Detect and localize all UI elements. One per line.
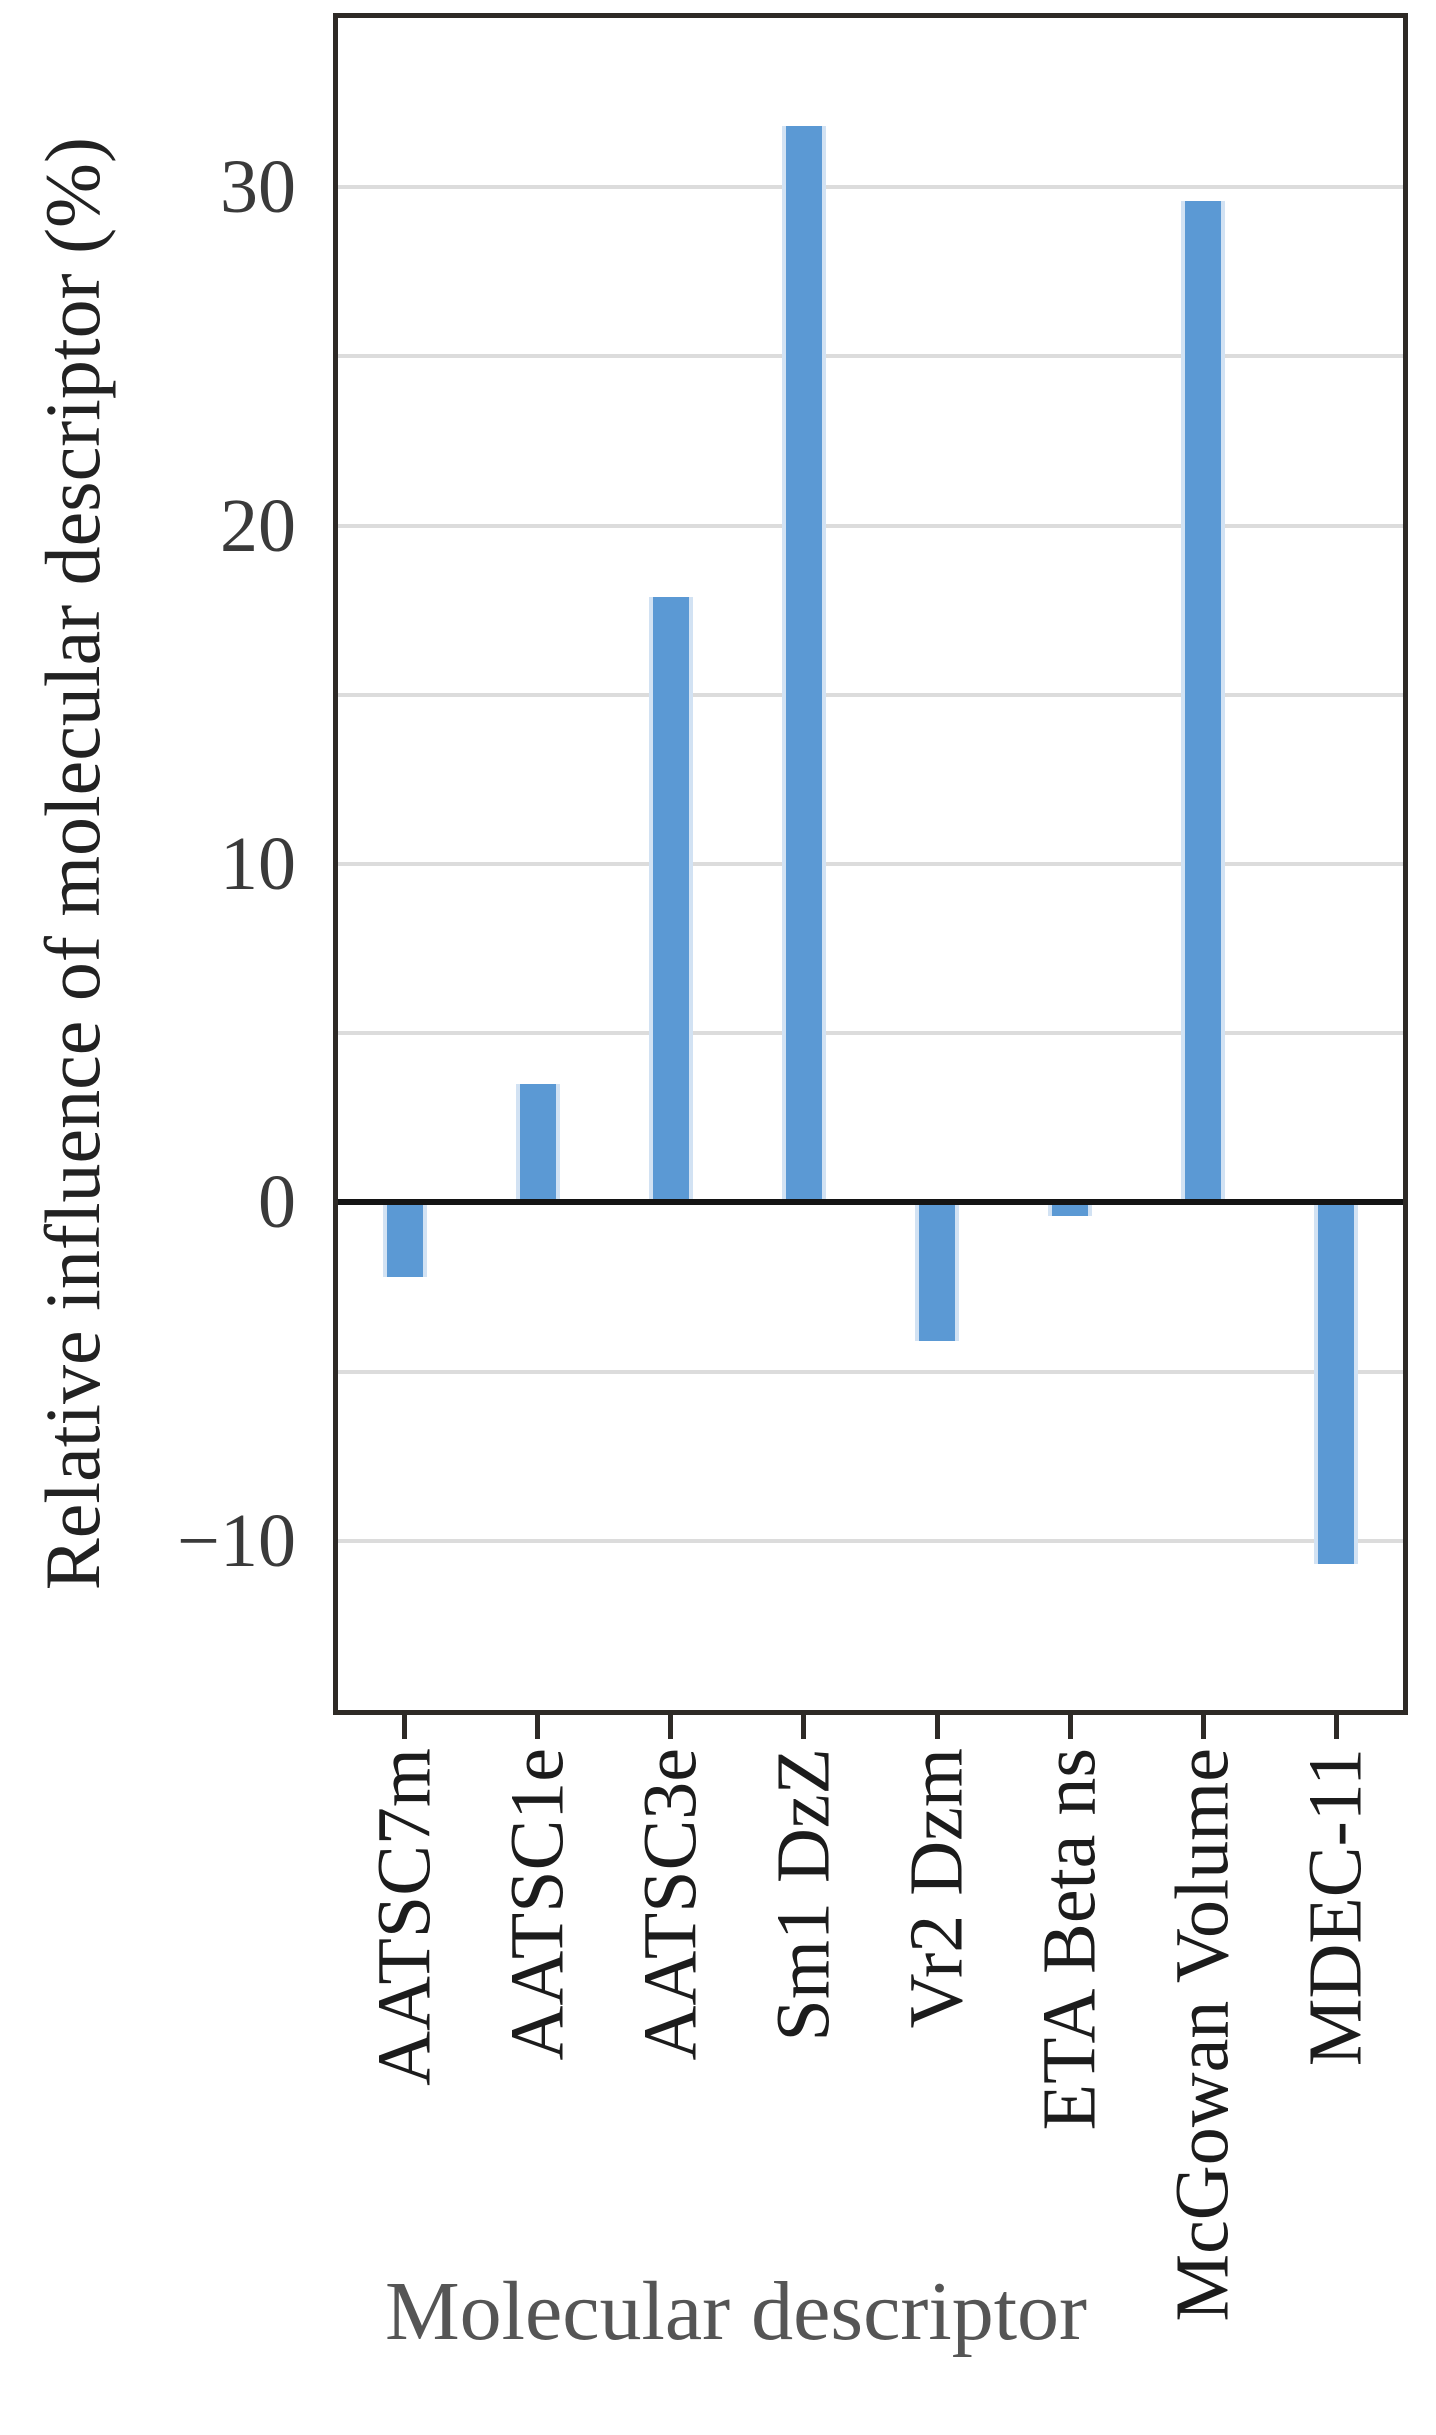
x-tick-label-mdec-11: MDEC-11 [1293,1748,1378,2067]
x-tick-aatsc1e [535,1713,541,1739]
x-tick-aatsc3e [668,1713,674,1739]
x-axis-title: Molecular descriptor [384,2265,1088,2358]
x-tick-label-mcgowan-volume: McGowan Volume [1160,1748,1245,2322]
x-tick-aatsc7m [402,1713,408,1739]
x-tick-mdec-11 [1333,1713,1339,1739]
x-tick-sm1-dzz [801,1713,807,1739]
bar-eta-beta-ns [1048,1202,1093,1216]
y-tick-label-0: 0 [258,1160,296,1245]
x-tick-label-eta-beta-ns: ETA Beta ns [1027,1748,1112,2131]
bar-mdec-11 [1314,1202,1359,1565]
x-tick-eta-beta-ns [1067,1713,1073,1739]
gridline-y-10 [338,862,1403,866]
gridline-y-20 [338,523,1403,528]
y-tick-label-10: 10 [220,822,296,906]
bar-mcgowan-volume [1181,200,1226,1203]
x-tick-vr2-dzm [934,1713,940,1739]
bar-vr2-dzm [915,1202,960,1342]
bar-sm1-dzz [781,126,826,1203]
zero-line [338,1199,1403,1206]
x-tick-label-aatsc1e: AATSC1e [494,1748,579,2061]
bar-aatsc3e [648,596,693,1203]
x-tick-label-aatsc7m: AATSC7m [361,1748,446,2086]
gridline-y-15 [338,692,1403,697]
y-tick-label-20: 20 [220,483,296,568]
bar-aatsc7m [382,1202,427,1277]
gridline-y-25 [338,354,1403,359]
gridline-y--5 [338,1369,1403,1374]
gridline-y-5 [338,1031,1403,1036]
y-tick-label-30: 30 [220,145,296,230]
x-tick-label-aatsc3e: AATSC3e [628,1748,713,2061]
gridline-y--10 [338,1538,1403,1543]
bar-aatsc1e [515,1083,560,1203]
y-tick-label--10: −10 [177,1498,296,1583]
x-tick-label-sm1-dzz: Sm1 DzZ [761,1748,846,2042]
gridline-y-30 [338,185,1403,190]
x-tick-label-vr2-dzm: Vr2 Dzm [894,1748,979,2029]
plot-area [333,13,1408,1715]
x-tick-mcgowan-volume [1200,1713,1206,1739]
